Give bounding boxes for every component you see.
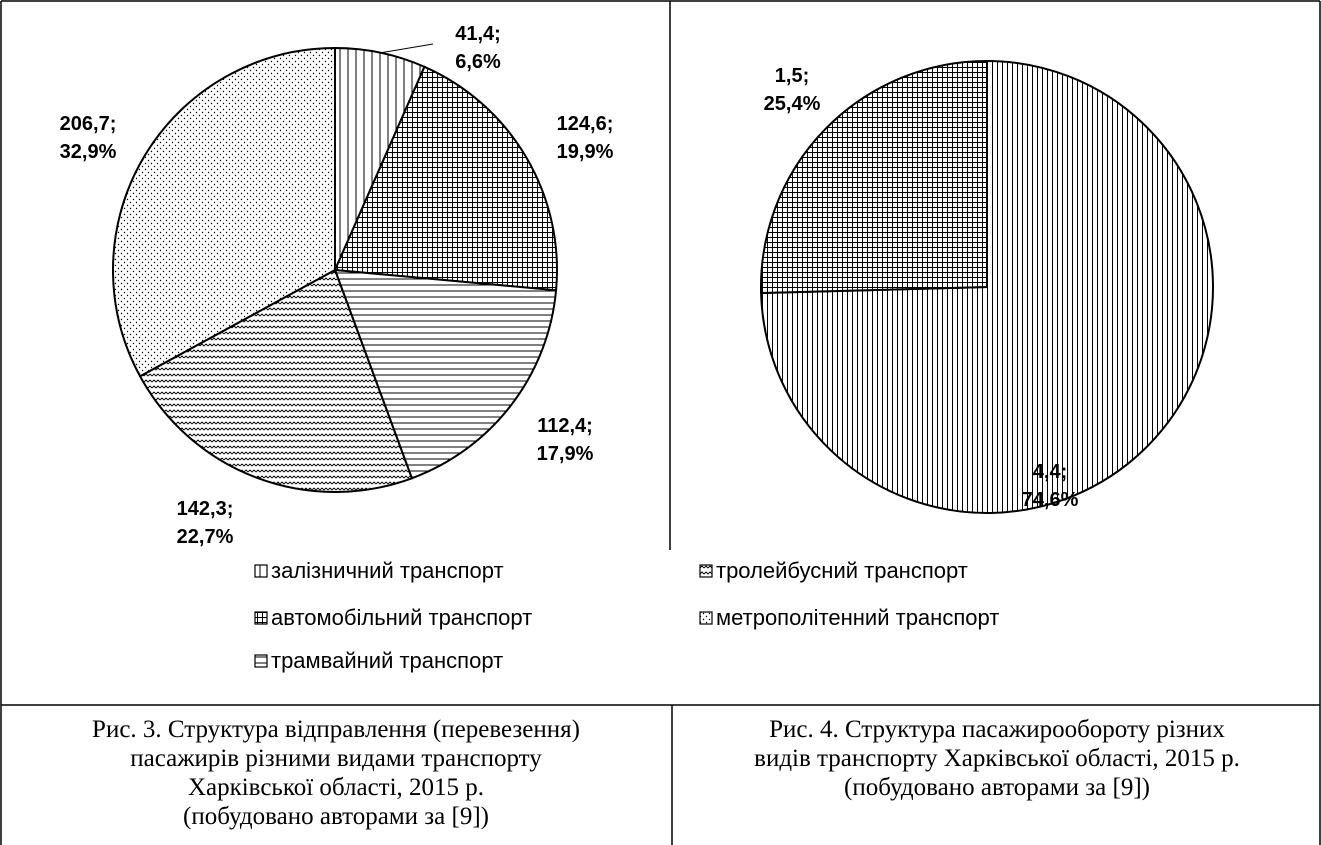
legend-swatch [254, 654, 268, 668]
pie-slice [333, 268, 558, 480]
data-label: 4,4; [1033, 461, 1067, 483]
percent-label: 22,7% [177, 526, 234, 548]
percent-label: 6,6% [455, 51, 501, 73]
caption-line: Харківської області, 2015 р. [188, 774, 484, 801]
percent-label: 25,4% [764, 93, 821, 115]
percent-label: 19,9% [557, 141, 614, 163]
legend-label: автомобільний транспорт [271, 605, 532, 630]
percent-label: 17,9% [537, 443, 594, 465]
data-label: 1,5; [775, 65, 809, 87]
caption-line: Рис. 3. Структура відправлення (перевезе… [92, 716, 580, 743]
percent-label: 32,9% [60, 141, 117, 163]
legend-swatch [254, 564, 268, 578]
legend-label: трамвайний транспорт [271, 648, 503, 673]
pie-slice [333, 65, 558, 292]
legend-label: залізничний транспорт [271, 558, 504, 583]
data-label: 142,3; [177, 498, 234, 520]
caption-line: (побудовано авторами за [9]) [844, 774, 1150, 801]
data-label: 41,4; [455, 23, 501, 45]
caption-line: пасажирів різними видами транспорту [130, 745, 542, 772]
legend-swatch [254, 611, 268, 625]
legend-swatch [699, 564, 713, 578]
leader-line [380, 43, 434, 54]
legend-label: тролейбусний транспорт [716, 558, 968, 583]
data-label: 112,4; [537, 415, 593, 437]
data-label: 206,7; [60, 113, 117, 135]
pie-slice [138, 268, 414, 493]
caption-line: (побудовано авторами за [9]) [183, 803, 489, 830]
legend-swatch [699, 611, 713, 625]
pie-slice [112, 46, 336, 378]
pie-slice [760, 59, 988, 295]
caption-line: Рис. 4. Структура пасажирообороту різних [769, 716, 1225, 743]
legend-label: метрополітенний транспорт [716, 605, 999, 630]
caption-line: видів транспорту Харківської області, 20… [754, 745, 1240, 772]
pie-slice [760, 59, 1214, 514]
data-label: 124,6; [557, 113, 614, 135]
percent-label: 74,6% [1022, 489, 1079, 511]
